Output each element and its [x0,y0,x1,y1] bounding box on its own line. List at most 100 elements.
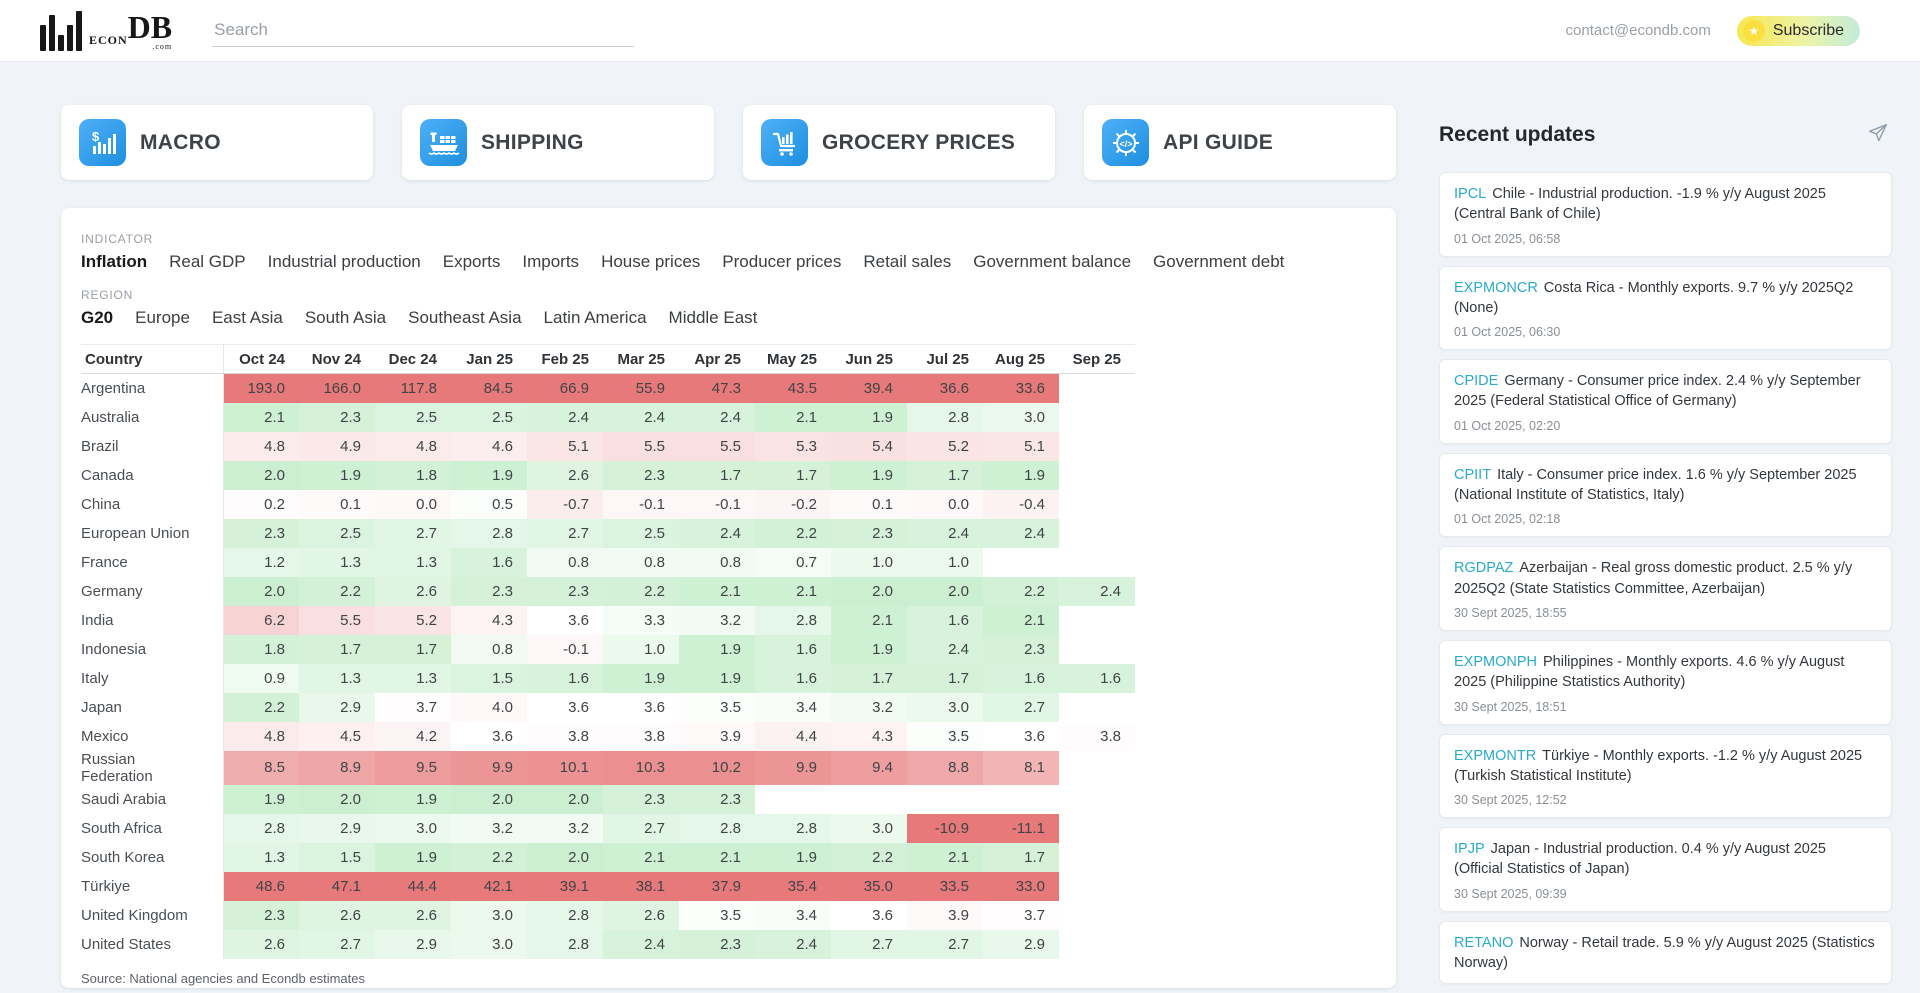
table-row: Indonesia 1.8 1.7 1.7 0.8 -0.1 1.0 1.9 1.6 1.9 2.4… [81,634,1135,664]
country-cell: Australia [81,402,224,432]
month-column-header: Jun 25 [831,344,907,374]
value-cell: 0.0 [907,489,983,519]
value-cell: 2.1 [755,576,831,606]
value-cell: 3.5 [679,900,755,930]
value-cell: 3.9 [907,900,983,930]
value-cell: 1.5 [299,842,375,872]
series-code-link[interactable]: IPJP [1454,841,1485,858]
value-cell: 3.4 [755,900,831,930]
indicator-tab-imports[interactable]: Imports [522,252,580,271]
country-cell: European Union [81,518,224,548]
series-code-link[interactable]: EXPMONTR [1454,747,1537,764]
value-cell: 1.7 [299,634,375,664]
value-cell: 1.7 [679,460,755,490]
region-tab-middle-east[interactable]: Middle East [668,308,758,327]
country-column-header: Country [81,344,224,374]
indicator-tab-government-balance[interactable]: Government balance [973,252,1132,271]
macro-card[interactable]: $ MACRO [61,105,373,180]
value-cell: -0.2 [755,489,831,519]
subscribe-button[interactable]: ★ Subscribe [1736,15,1860,46]
value-cell: 2.2 [603,576,679,606]
indicator-tab-exports[interactable]: Exports [442,252,501,271]
value-cell: 1.9 [375,784,451,814]
value-cell: 4.0 [451,692,527,722]
series-code-link[interactable]: IPCL [1454,186,1487,202]
value-cell: 1.7 [983,842,1059,872]
update-item[interactable]: RGDPAZ Azerbaijan - Real gross domestic p… [1439,546,1892,631]
value-cell: 2.9 [299,813,375,843]
update-item[interactable]: CPIIT Italy - Consumer price index. 1.6 %… [1439,452,1892,538]
value-cell: 3.0 [451,900,527,930]
month-column-header: Feb 25 [527,344,603,374]
grocery-prices-card[interactable]: GROCERY PRICES [743,105,1055,180]
region-tab-south-asia[interactable]: South Asia [304,308,387,327]
value-cell: 3.8 [527,721,603,751]
value-cell: -11.1 [983,813,1059,843]
value-cell: 2.0 [831,576,907,606]
value-cell [1059,901,1135,930]
value-cell: 0.1 [831,489,907,519]
value-cell: 3.0 [375,813,451,843]
value-cell [1059,872,1135,901]
update-item[interactable]: EXPMONCR Costa Rica - Monthly exports. 9.… [1439,265,1892,351]
api-guide-card[interactable]: </> API GUIDE [1084,105,1396,180]
value-cell: 3.6 [983,721,1059,751]
logo-text: econ DB .com [89,11,172,51]
series-code-link[interactable]: CPIDE [1454,373,1499,390]
indicator-tab-house-prices[interactable]: House prices [601,252,701,271]
series-code-link[interactable]: RETANO [1454,934,1514,951]
value-cell: 2.4 [679,402,755,432]
value-cell: 0.5 [451,489,527,519]
region-tab-g20[interactable]: G20 [81,308,114,327]
paper-plane-icon[interactable] [1864,119,1892,150]
update-item[interactable]: CPIDE Germany - Consumer price index. 2.4… [1439,359,1892,444]
update-item[interactable]: IPCL Chile - Industrial production. -1.9 … [1439,172,1892,257]
shipping-card[interactable]: SHIPPING [402,105,714,180]
value-cell: 4.8 [375,431,451,461]
svg-text:</>: </> [1119,139,1132,149]
value-cell: 3.0 [907,692,983,722]
series-code-link[interactable]: RGDPAZ [1454,560,1514,577]
search-input[interactable] [212,14,635,47]
region-tab-latin-america[interactable]: Latin America [543,308,647,327]
value-cell: 2.9 [983,929,1059,959]
region-tab-east-asia[interactable]: East Asia [211,308,283,327]
update-text: EXPMONTR Türkiye - Monthly exports. -1.2 … [1454,747,1863,784]
series-code-link[interactable]: EXPMONCR [1454,279,1538,296]
value-cell: 2.6 [223,929,299,959]
value-cell: 1.6 [755,634,831,664]
indicator-tab-government-debt[interactable]: Government debt [1153,252,1285,271]
indicator-tab-industrial-production[interactable]: Industrial production [267,252,421,271]
indicator-tab-producer-prices[interactable]: Producer prices [722,252,842,271]
indicator-tab-inflation[interactable]: Inflation [81,252,148,271]
value-cell: 10.1 [527,750,603,785]
value-cell: 3.2 [527,813,603,843]
value-cell: 4.8 [223,721,299,751]
series-code-link[interactable]: EXPMONPH [1454,653,1537,670]
value-cell: 5.5 [603,431,679,461]
table-row: China 0.2 0.1 0.0 0.5 -0.7 -0.1 -0.1 -0.2 0.1 0.0-… [81,489,1135,519]
value-cell: 1.9 [603,663,679,693]
value-cell: 2.4 [527,402,603,432]
table-row: Türkiye 48.6 47.1 44.4 42.1 39.1 38.1 37.9 35.4 3… [81,871,1135,901]
value-cell: 1.7 [907,663,983,693]
value-cell [1059,635,1135,664]
table-row: South Korea 1.3 1.5 1.9 2.2 2.0 2.1 2.1 1.9 2.2 2.… [81,842,1135,872]
value-cell: 2.4 [755,929,831,959]
update-item[interactable]: EXPMONPH Philippines - Monthly exports. 4… [1439,639,1892,725]
indicator-tab-retail-sales[interactable]: Retail sales [863,252,952,271]
contact-email-link[interactable]: contact@econdb.com [1565,22,1711,39]
series-code-link[interactable]: CPIIT [1454,466,1492,483]
update-item[interactable]: RETANO Norway - Retail trade. 5.9 % y/y A… [1439,920,1892,985]
value-cell [755,785,831,814]
indicator-tab-real-gdp[interactable]: Real GDP [169,252,246,271]
update-item[interactable]: EXPMONTR Türkiye - Monthly exports. -1.2 … [1439,733,1892,819]
econdb-logo[interactable]: econ DB .com [40,10,172,51]
region-tab-southeast-asia[interactable]: Southeast Asia [408,308,522,327]
value-cell: 2.3 [679,784,755,814]
value-cell: 2.9 [375,929,451,959]
region-tab-europe[interactable]: Europe [135,308,190,327]
update-item[interactable]: IPJP Japan - Industrial production. 0.4 %… [1439,827,1892,912]
value-cell: 2.3 [451,576,527,606]
value-cell: 5.2 [907,431,983,461]
